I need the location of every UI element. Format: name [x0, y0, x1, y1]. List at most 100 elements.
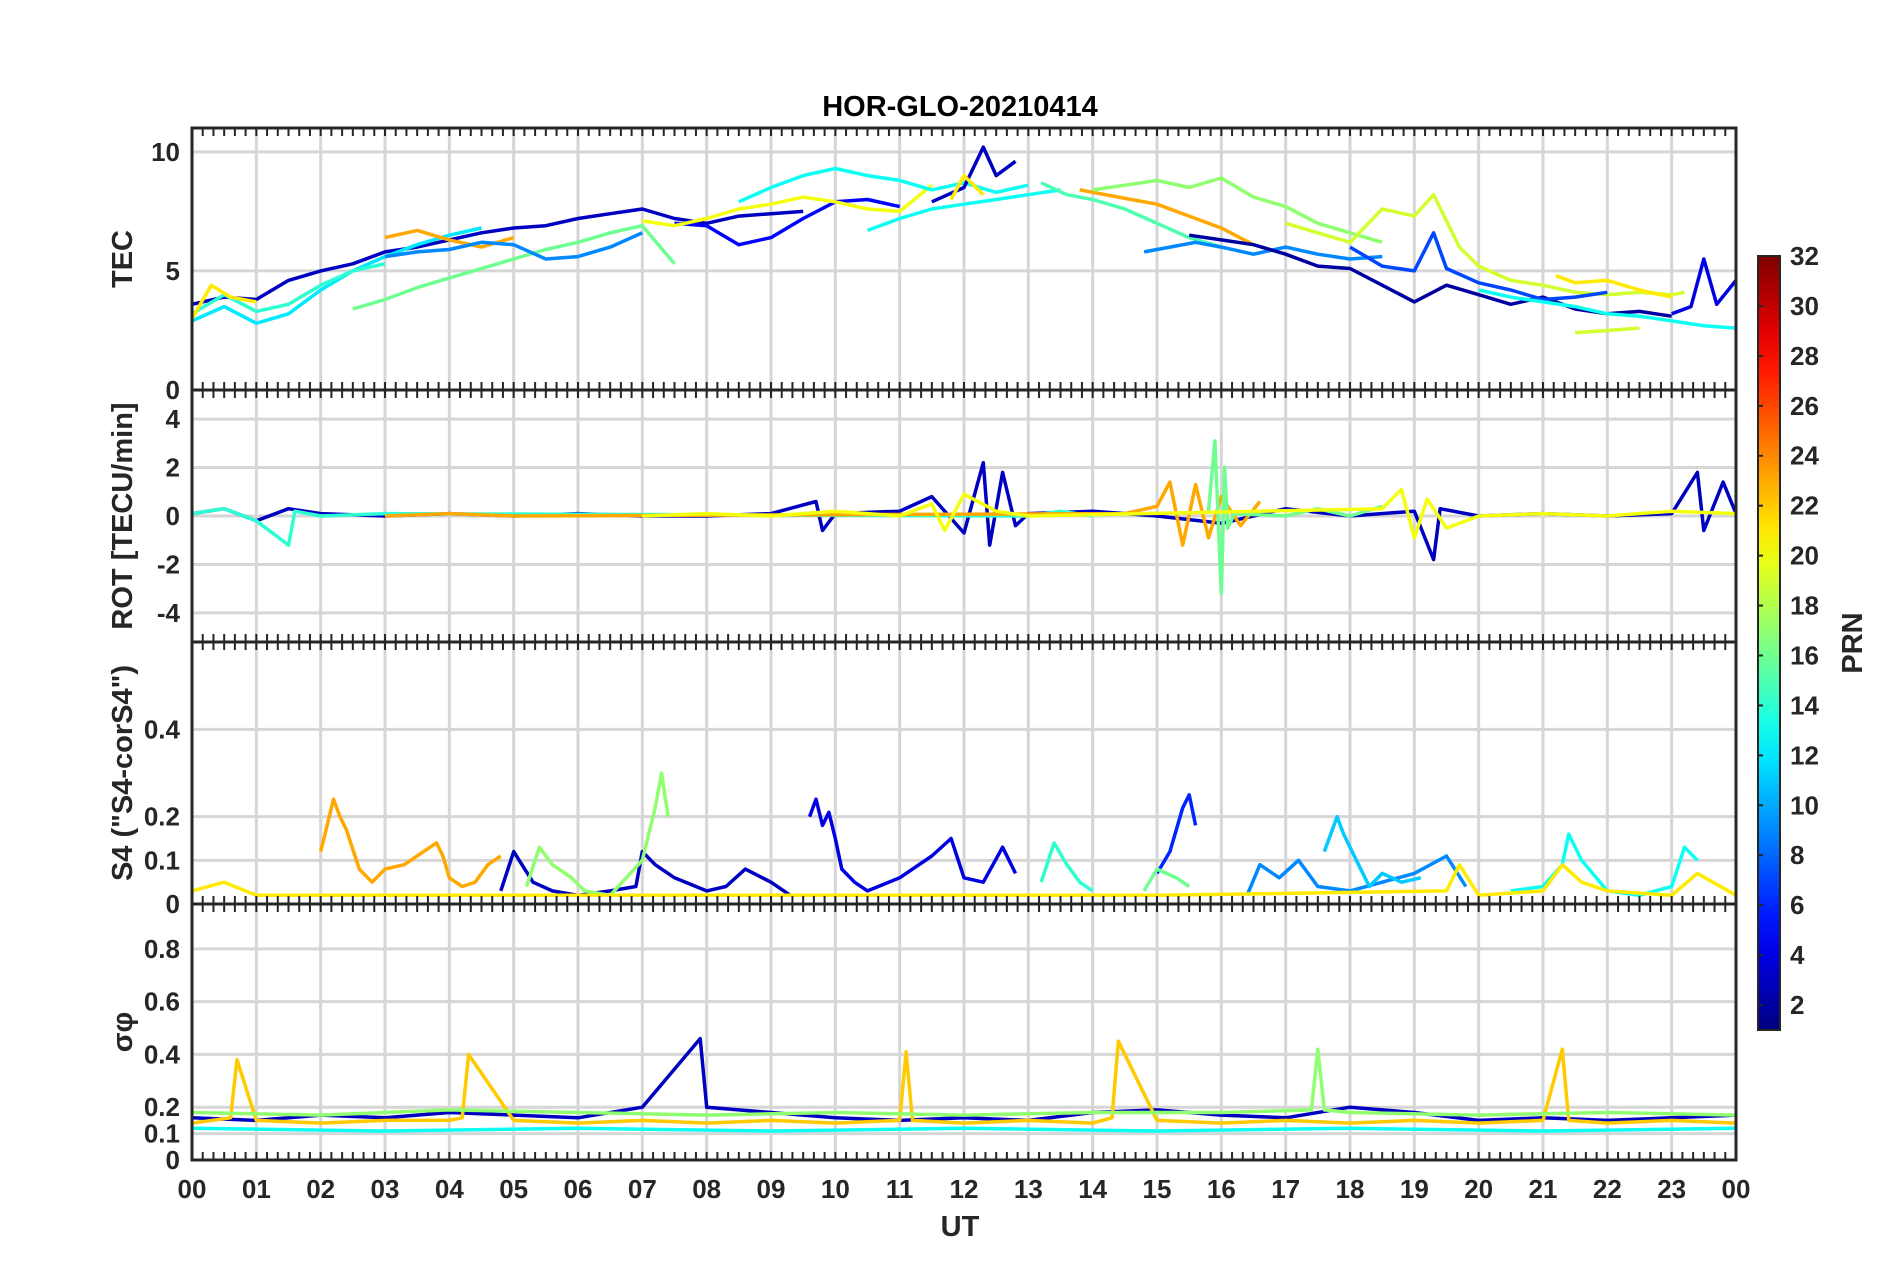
- y-tick-label: 0.4: [144, 1039, 181, 1069]
- colorbar-tick-label: 8: [1790, 840, 1804, 870]
- x-tick-label: 17: [1271, 1174, 1300, 1204]
- y-tick-label: -4: [157, 598, 181, 628]
- x-tick-label: 10: [821, 1174, 850, 1204]
- y-axis-label-s4: S4 ("S4-corS4"): [107, 665, 139, 881]
- y-tick-label: 0: [166, 889, 180, 919]
- x-tick-label: 03: [371, 1174, 400, 1204]
- series-line-prn-5: [674, 197, 901, 247]
- colorbar-tick-label: 26: [1790, 391, 1819, 421]
- x-tick-label: 20: [1464, 1174, 1493, 1204]
- series-line-prn-13: [192, 1126, 1736, 1133]
- colorbar-tick-label: 6: [1790, 890, 1804, 920]
- colorbar-tick-label: 4: [1790, 940, 1805, 970]
- x-tick-label: 16: [1207, 1174, 1236, 1204]
- series-line-prn-13: [738, 166, 1029, 204]
- y-tick-label: 0: [166, 1145, 180, 1175]
- series-line-prn-16: [352, 223, 676, 311]
- series-line-prn-20: [642, 487, 1736, 540]
- y-tick-label: 0.6: [144, 987, 180, 1017]
- x-tick-label: 15: [1143, 1174, 1172, 1204]
- x-tick-label: 13: [1014, 1174, 1043, 1204]
- y-tick-label: 0.1: [144, 1119, 180, 1149]
- y-axis-label-tec: TEC: [107, 230, 139, 288]
- x-tick-label: 18: [1336, 1174, 1365, 1204]
- series-line-prn-15: [1040, 181, 1222, 249]
- x-tick-label: 19: [1400, 1174, 1429, 1204]
- y-tick-label: 10: [151, 137, 180, 167]
- y-tick-label: 0.2: [144, 1092, 180, 1122]
- colorbar-tick-label: 14: [1790, 690, 1819, 720]
- y-axis-label-sigma_phi: σφ: [107, 1012, 139, 1053]
- series-line-prn-21: [949, 173, 985, 201]
- axes-frame: [190, 902, 1738, 1162]
- series-line-prn-7: [1349, 231, 1608, 302]
- colorbar-label: PRN: [1837, 612, 1869, 673]
- series-line-prn-19: [1575, 326, 1640, 335]
- series-line-prn-12: [192, 226, 482, 326]
- colorbar-tick-label: 2: [1790, 990, 1804, 1020]
- series-line-prn-23: [1079, 188, 1255, 247]
- series-line-prn-4: [807, 797, 1018, 893]
- y-tick-label: 5: [166, 256, 180, 286]
- x-tick-label: 12: [950, 1174, 979, 1204]
- series-line-prn-3: [192, 207, 804, 307]
- series-line-prn-16: [1142, 867, 1191, 892]
- y-tick-label: 0.4: [144, 714, 181, 744]
- x-axis: 00 01 02 03 04 05 06 07 08 09 10 11 12 13 14 15 16 17 18 19…: [178, 1174, 1751, 1204]
- colorbar-tick-label: 22: [1790, 491, 1819, 521]
- series-line-prn-16: [1206, 439, 1383, 596]
- x-tick-label: 08: [692, 1174, 721, 1204]
- y-tick-label: 0: [166, 375, 180, 405]
- panel-tec: 0 5 10 TEC: [107, 126, 1738, 405]
- series-line-prn-9: [384, 231, 644, 261]
- colorbar-tick-label: 24: [1790, 441, 1819, 471]
- x-tick-label: 05: [499, 1174, 528, 1204]
- panel-sigma_phi: 00.10.2 0.4 0.6 0.8 σφ: [107, 902, 1738, 1175]
- x-tick-label: 11: [886, 1174, 914, 1204]
- series-line-prn-6: [1155, 793, 1198, 875]
- series-line-prn-21: [1555, 274, 1673, 299]
- series-group: [192, 1036, 1736, 1133]
- chart-title: HOR-GLO-20210414: [822, 91, 1098, 123]
- series-line-prn-13: [866, 188, 1061, 233]
- series-line-prn-3: [499, 849, 792, 898]
- x-tick-label: 14: [1078, 1174, 1107, 1204]
- x-tick-label: 01: [242, 1174, 271, 1204]
- y-tick-label: 2: [166, 453, 180, 483]
- series-line-prn-17: [192, 1047, 1736, 1117]
- x-tick-label: 22: [1593, 1174, 1622, 1204]
- x-tick-label: 00: [1722, 1174, 1751, 1204]
- colorbar-tick-label: 12: [1790, 740, 1819, 770]
- series-line-prn-17: [1092, 176, 1383, 244]
- colorbar-tick-label: 20: [1790, 541, 1819, 571]
- series-line-prn-20: [642, 183, 933, 228]
- y-tick-label: 4: [166, 404, 181, 434]
- x-axis-label: UT: [941, 1211, 980, 1243]
- series-line-prn-3: [192, 1036, 1736, 1123]
- y-tick-label: 0.8: [144, 934, 180, 964]
- series-line-prn-4: [1671, 257, 1736, 316]
- series-line-prn-23: [318, 797, 502, 889]
- series-line-prn-17: [524, 771, 670, 898]
- x-tick-label: 23: [1657, 1174, 1686, 1204]
- series-line-prn-9: [1143, 240, 1383, 261]
- x-tick-label: 07: [628, 1174, 657, 1204]
- series-group: [192, 771, 1736, 898]
- series-line-prn-9: [1245, 854, 1468, 896]
- colorbar-tick-label: 32: [1790, 241, 1819, 271]
- y-axis-label-rot: ROT [TECU/min]: [107, 402, 139, 629]
- colorbar-tick-label: 18: [1790, 591, 1819, 621]
- colorbar-tick-label: 28: [1790, 341, 1819, 371]
- x-tick-label: 06: [564, 1174, 593, 1204]
- colorbar-tick-label: 16: [1790, 640, 1819, 670]
- x-tick-label: 04: [435, 1174, 464, 1204]
- series-line-prn-19: [1285, 192, 1685, 297]
- series-line-prn-14: [1039, 841, 1094, 893]
- colorbar-gradient: [1757, 255, 1781, 1031]
- panel-s4: 0 0.1 0.2 0.4S4 ("S4-corS4"): [107, 640, 1738, 919]
- colorbar-tick-label: 30: [1790, 291, 1819, 321]
- y-tick-label: 0.2: [144, 802, 180, 832]
- series-group: [192, 145, 1736, 335]
